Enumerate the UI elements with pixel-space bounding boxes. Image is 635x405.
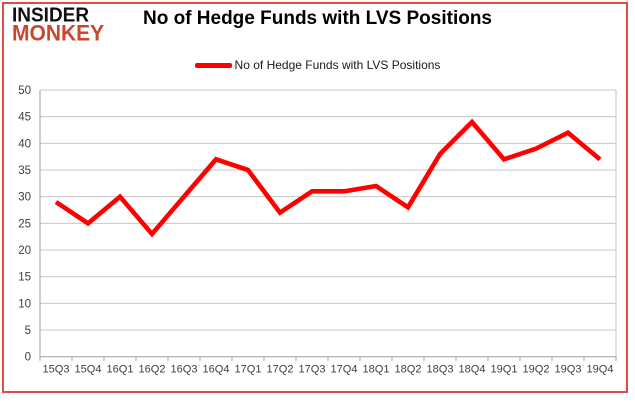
x-axis-label-19Q2: 19Q2 [523,364,550,376]
logo-monkey-text: MONKEY [12,21,105,47]
x-axis-label-19Q1: 19Q1 [491,364,518,376]
x-axis-label-17Q1: 17Q1 [235,364,262,376]
x-axis-label-15Q4: 15Q4 [75,364,102,376]
y-axis-label-5: 5 [25,325,31,337]
x-axis-label-18Q4: 18Q4 [459,364,486,376]
x-axis-label-17Q4: 17Q4 [331,364,358,376]
x-axis-label-16Q4: 16Q4 [203,364,230,376]
legend-label: No of Hedge Funds with LVS Positions [234,58,441,72]
x-axis-label-18Q3: 18Q3 [427,364,454,376]
y-axis-label-30: 30 [18,192,31,204]
y-axis-label-45: 45 [18,112,31,124]
y-axis-label-50: 50 [18,85,31,97]
x-axis-label-19Q4: 19Q4 [587,364,614,376]
y-axis-label-15: 15 [18,272,31,284]
x-axis-label-18Q1: 18Q1 [363,364,390,376]
hedge-funds-data-line [54,118,602,238]
y-axis-label-25: 25 [18,218,31,230]
x-axis-label-16Q1: 16Q1 [107,364,134,376]
y-axis-label-35: 35 [18,165,31,177]
x-axis-label-17Q3: 17Q3 [299,364,326,376]
chart-frame [2,2,628,393]
y-axis-label-40: 40 [18,138,31,150]
y-axis-label-20: 20 [18,245,31,257]
x-axis-label-16Q2: 16Q2 [139,364,166,376]
x-axis-label-19Q3: 19Q3 [555,364,582,376]
y-axis-label-10: 10 [18,298,31,310]
x-axis-label-18Q2: 18Q2 [395,364,422,376]
chart-title: No of Hedge Funds with LVS Positions [142,8,493,29]
x-axis-label-16Q3: 16Q3 [171,364,198,376]
x-axis-label-17Q2: 17Q2 [267,364,294,376]
y-axis-label-0: 0 [25,352,31,364]
logo-insider-text: INSIDER [12,4,90,27]
legend-line-swatch [194,62,232,68]
legend: No of Hedge Funds with LVS Positions [0,58,635,72]
x-axis-label-15Q3: 15Q3 [43,364,70,376]
insider-monkey-logo: INSIDER MONKEY [12,4,105,47]
